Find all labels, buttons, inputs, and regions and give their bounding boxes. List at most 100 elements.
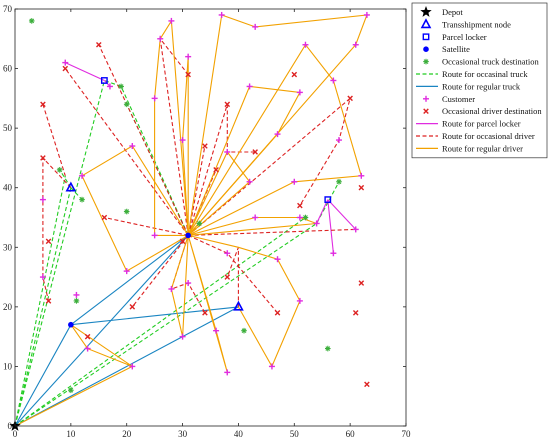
- occasional-driver-destination-point: [202, 143, 208, 149]
- route-for-occasinal-truck-path: [59, 169, 72, 188]
- occasional-truck-destination-point: [79, 196, 85, 203]
- occasional-truck-destination-point: [196, 220, 203, 227]
- route-for-occasional-driver-path: [104, 216, 189, 236]
- customer-point: [213, 327, 220, 334]
- legend-label: Customer: [442, 94, 475, 104]
- occasional-driver-destination-point: [84, 333, 91, 340]
- occasional-truck-destination-point: [302, 214, 309, 221]
- satellite-point: [68, 321, 74, 328]
- route-for-occasional-driver-path: [187, 104, 256, 236]
- route-for-regular-driver-path: [170, 235, 189, 337]
- route-for-regular-truck-path: [14, 306, 239, 427]
- axis-ticks: 0 10 20 30 40 50 60 70 0 10 20 30 40 50 60 70: [3, 4, 411, 439]
- occasional-driver-destination-point: [101, 214, 108, 221]
- occasional-truck-destination-point: [123, 208, 130, 215]
- route-for-regular-driver-path: [14, 365, 133, 427]
- customer-point: [330, 77, 337, 84]
- route-for-regular-driver-path: [182, 56, 189, 236]
- legend-item-route-for-occasional-driver: Route for occasional driver: [416, 131, 535, 141]
- customer-point: [313, 220, 320, 227]
- legend-label: Route for regular truck: [442, 81, 521, 91]
- legend-item-occasional-driver-destination: Occasional driver destination: [423, 106, 542, 116]
- route-for-occasional-driver-path: [187, 96, 352, 236]
- legend-box: [411, 2, 548, 159]
- customer-point: [291, 178, 298, 185]
- customer-point: [218, 11, 225, 18]
- occasional-driver-destination-point: [45, 238, 52, 245]
- legend-label: Occasional truck destination: [442, 57, 540, 67]
- legend-label: Depot: [442, 7, 463, 17]
- occasional-driver-destination-point: [129, 304, 136, 310]
- route-for-regular-driver-path: [154, 19, 189, 236]
- legend-label: Route for occasinal truck: [442, 69, 528, 79]
- route-for-occasional-driver-path: [42, 104, 66, 176]
- occasional-truck-destination-point: [28, 18, 35, 24]
- route-for-parcel-locker-path: [327, 199, 334, 254]
- x-tick-label: 30: [178, 429, 188, 439]
- x-tick-label: 70: [402, 429, 412, 439]
- route-for-occasinal-truck-path: [14, 175, 66, 427]
- customer-point: [129, 143, 136, 150]
- route-for-occasinal-truck-path: [14, 79, 189, 427]
- customer-point: [363, 11, 370, 18]
- route-for-occasional-driver-path: [42, 156, 72, 302]
- occasional-driver-destination-point: [224, 274, 231, 280]
- legend-item-route-for-occasinal-truck: Route for occasinal truck: [416, 69, 528, 79]
- occasional-driver-destination-point: [274, 310, 281, 316]
- occasional-driver-destination-point: [358, 280, 365, 286]
- route-for-regular-driver-path: [187, 43, 363, 236]
- route-for-occasinal-truck-path: [14, 187, 72, 427]
- customer-point: [73, 291, 80, 298]
- x-tick-label: 0: [13, 429, 18, 439]
- legend-swatch: [423, 46, 429, 52]
- customer-point: [330, 250, 337, 257]
- legend-label: Transshipment node: [442, 19, 511, 29]
- route-for-regular-driver-path: [187, 235, 228, 373]
- customer-point: [168, 17, 175, 24]
- legend-item-customer: Customer: [423, 94, 475, 104]
- transshipment-node-point: [65, 181, 77, 192]
- route-for-occasinal-truck-path: [14, 217, 306, 427]
- route-for-parcel-locker-path: [327, 199, 357, 230]
- occasional-driver-destination-point: [40, 101, 46, 108]
- route-for-regular-truck-path: [14, 235, 189, 427]
- y-tick-label: 0: [8, 421, 13, 431]
- legend-label: Route for regular driver: [442, 143, 523, 153]
- occasional-driver-destination-point: [252, 149, 258, 155]
- occasional-driver-destination-point: [347, 95, 353, 102]
- x-tick-label: 10: [66, 429, 76, 439]
- markers-layer: [9, 11, 370, 431]
- occasional-truck-destination-point: [118, 83, 124, 90]
- customer-point: [302, 41, 309, 48]
- legend-item-transshipment-node: Transshipment node: [420, 18, 511, 29]
- legend-item-depot: Depot: [420, 6, 463, 17]
- x-tick-label: 60: [346, 429, 356, 439]
- customer-point: [352, 41, 359, 48]
- occasional-driver-destination-point: [62, 65, 69, 72]
- occasional-truck-destination-point: [68, 387, 74, 394]
- occasional-driver-destination-point: [224, 101, 231, 108]
- legend-item-parcel-locker: Parcel locker: [422, 32, 487, 42]
- legend-label: Route for occasional driver: [442, 131, 535, 141]
- route-for-regular-driver-path: [188, 234, 301, 368]
- y-tick-label: 20: [3, 302, 13, 312]
- customer-point: [246, 83, 253, 90]
- customer-point: [179, 137, 186, 144]
- occasional-driver-destination-point: [213, 167, 219, 173]
- customer-point: [224, 148, 231, 155]
- customer-point: [224, 369, 231, 376]
- customer-point: [157, 35, 164, 42]
- customer-point: [358, 172, 365, 179]
- customer-point: [296, 89, 303, 96]
- legend-swatch: [423, 108, 429, 114]
- occasional-driver-destination-point: [358, 184, 365, 191]
- route-for-regular-driver-path: [187, 85, 301, 236]
- y-tick-label: 30: [3, 242, 13, 252]
- customer-point: [185, 280, 192, 287]
- parcel-locker-point: [100, 77, 108, 84]
- customer-point: [224, 250, 231, 257]
- customer-point: [39, 196, 46, 203]
- y-tick-label: 50: [3, 123, 13, 133]
- legend-label: Satellite: [442, 44, 470, 54]
- occasional-driver-destination-point: [185, 71, 191, 78]
